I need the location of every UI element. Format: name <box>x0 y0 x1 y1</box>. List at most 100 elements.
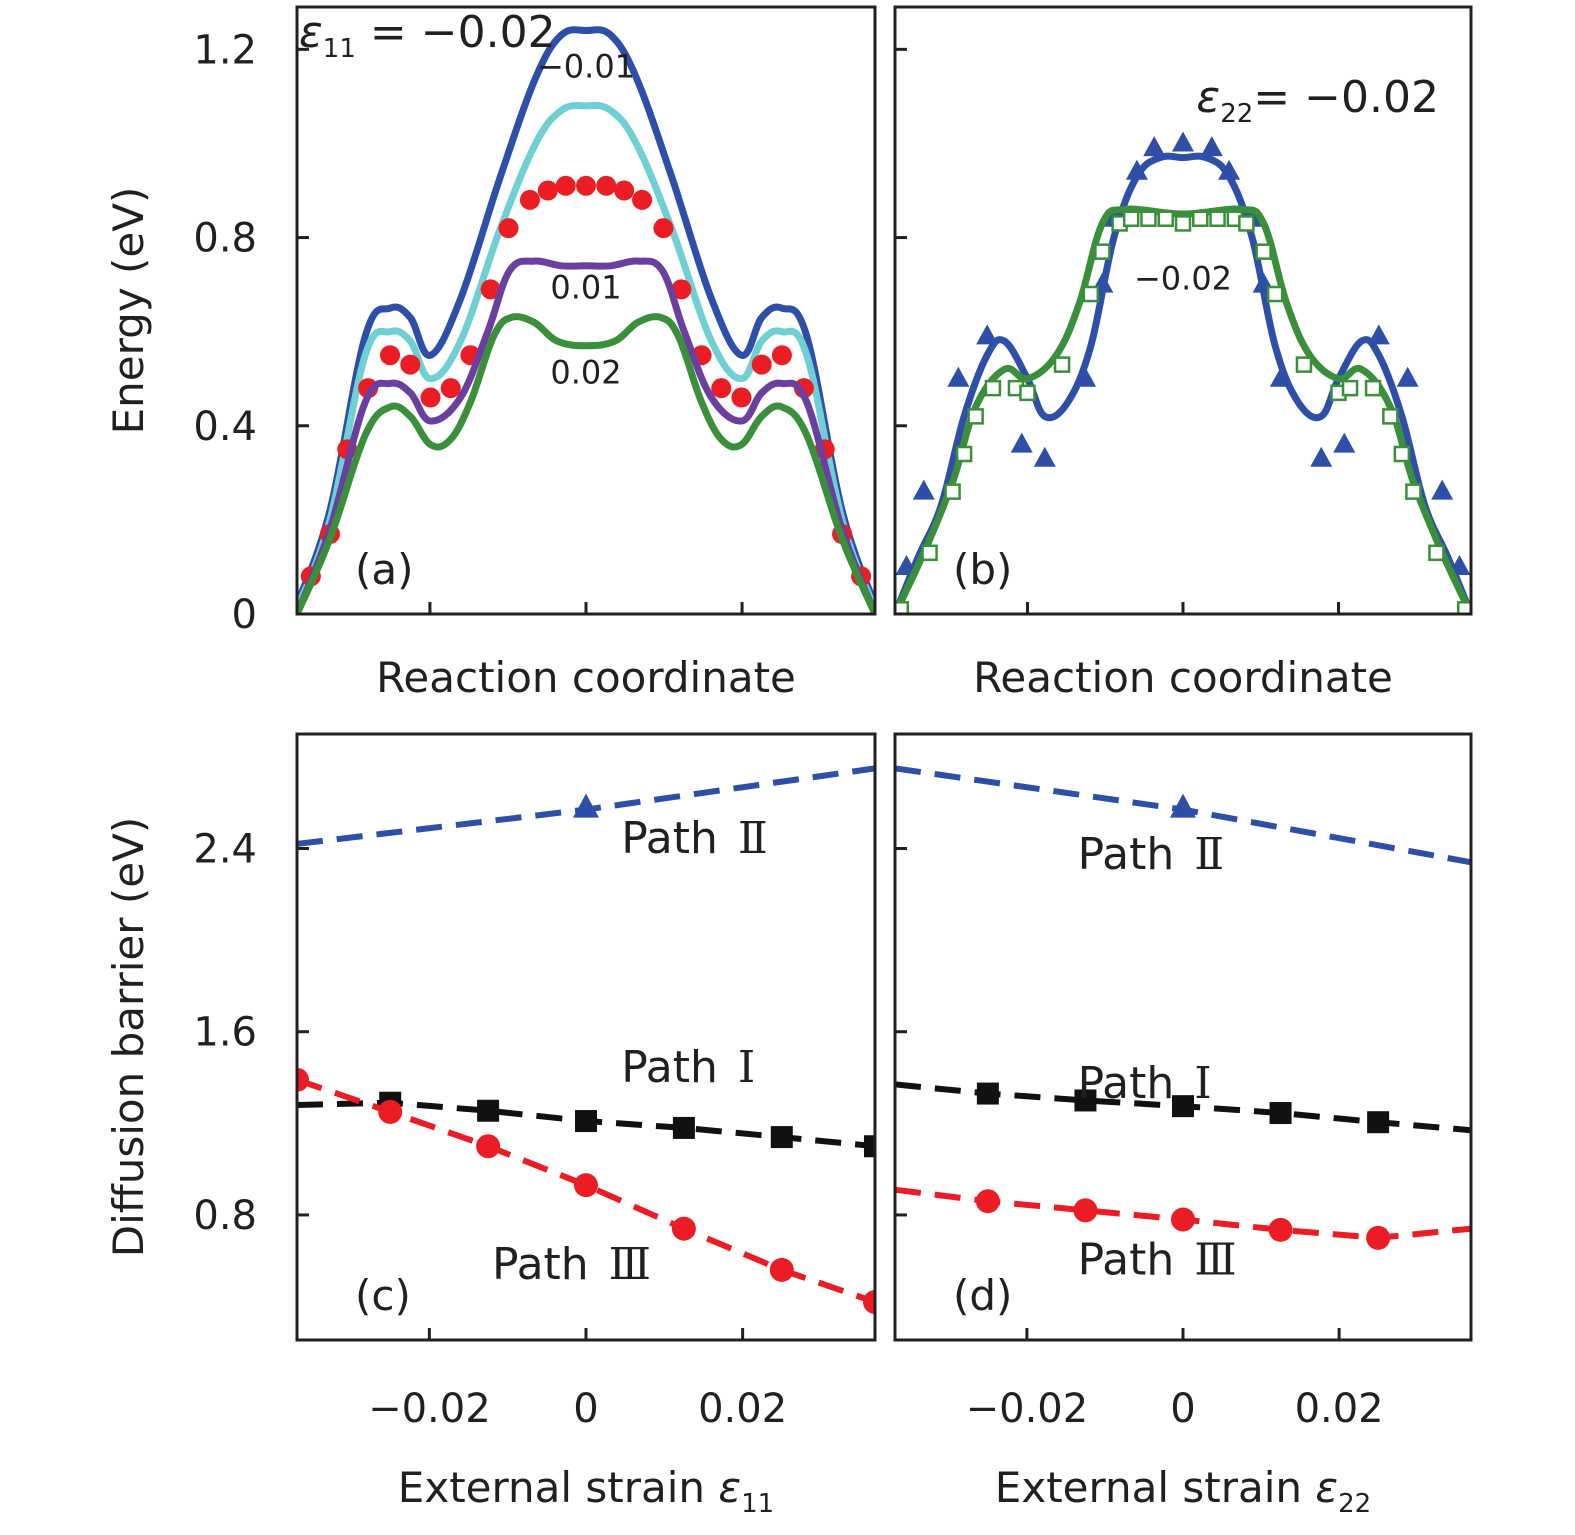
data-point-square <box>1019 384 1036 402</box>
data-point-circle <box>769 1257 794 1282</box>
plot-area <box>297 26 875 614</box>
data-point-circle <box>711 378 732 399</box>
y-tick-label: 0 <box>232 592 257 638</box>
data-point-square <box>1295 356 1313 373</box>
data-point-square <box>976 1082 999 1105</box>
data-point-square <box>1269 1102 1292 1125</box>
x-axis-title: External strain ε11 <box>398 1463 774 1519</box>
x-axis-title-subscript: 22 <box>1338 1489 1371 1519</box>
strain-subscript: 22 <box>1220 99 1253 129</box>
x-axis-title: Reaction coordinate <box>973 653 1393 702</box>
data-point-circle <box>771 345 792 366</box>
plot-area <box>895 131 1471 614</box>
data-point-circle <box>671 1216 696 1241</box>
data-point-square <box>1405 483 1422 500</box>
curve-label: 0.01 <box>550 269 621 307</box>
panel-label: (a) <box>355 545 414 594</box>
plot-area <box>297 765 875 1314</box>
x-axis-title-symbol: ε <box>718 1463 741 1512</box>
curve-label: −0.02 <box>1134 259 1232 297</box>
path-label-word: Path <box>621 813 732 864</box>
data-point-circle <box>731 387 752 408</box>
data-point-square <box>1122 210 1140 227</box>
data-point-square <box>1172 1095 1194 1118</box>
data-point-square <box>477 1099 500 1122</box>
data-point-square <box>1456 601 1471 614</box>
x-tick-label: 0 <box>1170 1386 1195 1432</box>
data-point-triangle <box>895 554 918 575</box>
data-point-square <box>1157 210 1174 227</box>
path-label: Path Ⅱ <box>1078 829 1225 880</box>
data-point-square <box>955 445 973 463</box>
data-point-circle <box>380 345 401 366</box>
y-tick-label: 1.6 <box>193 1010 257 1056</box>
path-label-numeral: Ⅲ <box>609 1239 651 1290</box>
path-label-word: Path <box>492 1239 603 1290</box>
x-axis-title-symbol: ε <box>1315 1463 1338 1512</box>
data-point-circle <box>751 354 772 375</box>
data-point-circle <box>420 387 441 408</box>
data-point-square <box>1053 356 1071 373</box>
data-point-triangle <box>1170 793 1196 818</box>
data-point-triangle <box>1074 366 1097 387</box>
series-blue-line-line <box>895 152 1471 614</box>
y-axis-title: Energy (eV) <box>104 187 153 435</box>
data-point-circle <box>1366 1225 1391 1250</box>
data-point-circle <box>400 354 421 375</box>
data-point-circle <box>632 189 653 210</box>
data-point-square <box>1140 210 1157 227</box>
data-point-circle <box>576 175 596 196</box>
path-label-numeral: Ⅱ <box>738 813 768 864</box>
data-point-square <box>944 483 961 500</box>
data-point-square <box>1266 285 1284 303</box>
series--11-0-02-line <box>297 313 875 614</box>
panel-b: (b) Reaction coordinate ε22= −0.02 −0.02 <box>893 5 1473 702</box>
path-label-word: Path <box>1078 1058 1189 1109</box>
data-point-triangle <box>1010 432 1033 453</box>
x-axis-title: Reaction coordinate <box>376 653 796 702</box>
data-point-square <box>984 379 1002 397</box>
x-axis-title-text: External strain <box>995 1463 1316 1512</box>
path-label: Path Ⅰ <box>1078 1058 1212 1109</box>
data-point-square <box>1209 210 1226 227</box>
path-label-word: Path <box>621 1042 732 1093</box>
path-label-numeral: Ⅰ <box>1194 1058 1211 1109</box>
data-point-square <box>575 1110 597 1133</box>
x-tick-label: 0 <box>573 1386 598 1432</box>
data-point-square <box>1364 379 1382 397</box>
strain-annotation: ε11 = −0.02 <box>299 7 556 64</box>
x-axis-title: External strain ε22 <box>995 1463 1371 1519</box>
y-tick-label: 0.8 <box>193 1193 257 1239</box>
data-point-circle <box>596 175 617 196</box>
path-label-word: Path <box>1078 1234 1189 1285</box>
x-tick-label: 0.02 <box>698 1386 787 1432</box>
strain-value: = −0.02 <box>356 7 556 58</box>
x-axis-title-text: External strain <box>398 1463 719 1512</box>
data-point-triangle <box>1448 554 1471 575</box>
data-point-square <box>1174 215 1192 232</box>
data-point-circle <box>1073 1198 1098 1223</box>
path-label-numeral: Ⅰ <box>738 1042 755 1093</box>
panel-label: (b) <box>953 545 1012 594</box>
x-axis-title-subscript: 11 <box>741 1489 774 1519</box>
panel-label: (d) <box>953 1271 1012 1320</box>
data-point-square <box>1082 285 1100 303</box>
data-point-triangle <box>912 479 935 500</box>
data-point-triangle <box>976 324 999 345</box>
path-label: Path Ⅲ <box>1078 1234 1237 1285</box>
y-tick-label: 1.2 <box>193 27 257 73</box>
path-label-numeral: Ⅲ <box>1194 1234 1236 1285</box>
data-point-triangle <box>1218 159 1241 180</box>
path-label: Path Ⅰ <box>621 1042 755 1093</box>
data-point-circle <box>297 1067 309 1092</box>
series--11-0-02-line <box>297 26 875 606</box>
path-label-word: Path <box>1078 829 1189 880</box>
data-point-circle <box>863 1289 875 1314</box>
data-point-square <box>1192 210 1209 227</box>
data-point-square <box>1238 215 1255 232</box>
x-tick-label: −0.02 <box>966 1386 1089 1432</box>
data-point-triangle <box>1333 432 1356 453</box>
strain-value: = −0.02 <box>1253 72 1439 123</box>
data-point-square <box>1074 1089 1097 1112</box>
